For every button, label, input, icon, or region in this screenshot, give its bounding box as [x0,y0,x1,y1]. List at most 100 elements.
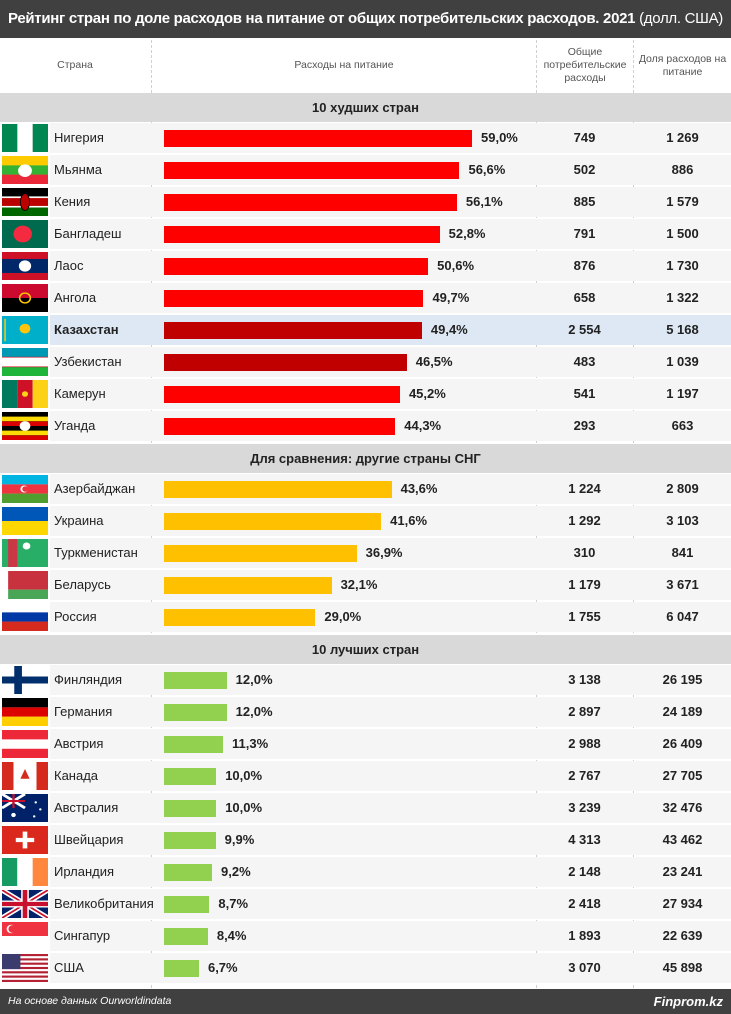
flag-ca-icon [2,762,48,790]
country-name: Ангола [54,290,97,305]
country-name: Кения [54,194,91,209]
food-share-bar [164,896,210,913]
table-row: Беларусь 32,1% 1 179 3 671 [0,570,731,600]
country-name: Германия [54,704,113,719]
food-share-bar [164,832,216,849]
table-row: Швейцария 9,9% 4 313 43 462 [0,825,731,855]
food-share-label: 32,1% [340,577,378,592]
food-share-bar [164,577,332,594]
food-share-bar [164,609,316,626]
food-share-bar [164,162,460,179]
flag-au-icon [2,794,48,822]
flag-ie-icon [2,858,48,886]
flag-ng-icon [2,124,48,152]
total-expenses: 502 [573,162,596,177]
food-share-label: 43,6% [400,481,438,496]
food-expenses-share: 43 462 [662,832,703,847]
food-share-label: 12,0% [235,672,273,687]
country-name: Казахстан [54,322,119,337]
total-expenses: 749 [573,130,596,145]
country-name: Азербайджан [54,481,136,496]
food-expenses-share: 1 500 [666,226,699,241]
table-row: Кения 56,1% 885 1 579 [0,187,731,217]
flag-by-icon [2,571,48,599]
total-expenses: 2 418 [568,896,601,911]
table-row: Сингапур 8,4% 1 893 22 639 [0,921,731,951]
food-share-label: 49,4% [430,322,468,337]
food-share-bar [164,864,213,881]
food-expenses-share: 32 476 [662,800,703,815]
food-share-label: 46,5% [415,354,453,369]
column-headers: Страна Расходы на питание Общие потребит… [0,38,731,93]
row-background [50,793,731,823]
food-expenses-share: 2 809 [666,481,699,496]
table-row: Великобритания 8,7% 2 418 27 934 [0,889,731,919]
flag-cm-icon [2,380,48,408]
food-expenses-share: 1 039 [666,354,699,369]
flag-ru-icon [2,603,48,631]
table-row: Германия 12,0% 2 897 24 189 [0,697,731,727]
section-header: 10 худших стран [0,93,731,122]
total-expenses: 3 239 [568,800,601,815]
country-name: Швейцария [54,832,124,847]
header-total: Общие потребительские расходы [543,46,627,84]
food-share-label: 10,0% [225,800,263,815]
table-row: Ирландия 9,2% 2 148 23 241 [0,857,731,887]
food-expenses-share: 841 [671,545,694,560]
row-background [50,697,731,727]
country-name: Туркменистан [54,545,138,560]
food-share-bar [164,928,208,945]
food-share-bar [164,258,429,275]
food-share-bar [164,130,472,147]
table-row: Мьянма 56,6% 502 886 [0,155,731,185]
food-expenses-share: 26 409 [662,736,703,751]
food-share-bar [164,354,407,371]
flag-ug-icon [2,412,48,440]
table-row: Бангладеш 52,8% 791 1 500 [0,219,731,249]
food-expenses-share: 6 047 [666,609,699,624]
total-expenses: 541 [573,386,596,401]
food-share-label: 9,9% [224,832,255,847]
food-share-bar [164,736,223,753]
total-expenses: 1 179 [568,577,601,592]
food-share-label: 8,4% [216,928,247,943]
row-background [50,889,731,919]
flag-fi-icon [2,666,48,694]
row-background [50,857,731,887]
food-share-label: 36,9% [365,545,403,560]
table-row: США 6,7% 3 070 45 898 [0,953,731,983]
row-background [50,665,731,695]
chart-title: Рейтинг стран по доле расходов на питани… [0,0,731,38]
total-expenses: 2 148 [568,864,601,879]
flag-us-icon [2,954,48,982]
flag-tm-icon [2,539,48,567]
flag-ua-icon [2,507,48,535]
row-background [50,729,731,759]
table-row: Австралия 10,0% 3 239 32 476 [0,793,731,823]
food-share-bar [164,481,392,498]
country-name: Великобритания [54,896,154,911]
food-share-bar [164,322,422,339]
food-expenses-share: 663 [671,418,694,433]
country-name: Уганда [54,418,96,433]
food-share-bar [164,513,382,530]
country-name: Мьянма [54,162,102,177]
table-row: Лаос 50,6% 876 1 730 [0,251,731,281]
food-share-bar [164,545,357,562]
food-share-label: 45,2% [408,386,446,401]
total-expenses: 2 897 [568,704,601,719]
flag-kz-icon [2,316,48,344]
row-background [50,825,731,855]
food-expenses-share: 1 322 [666,290,699,305]
food-share-label: 56,1% [465,194,503,209]
source-note: На основе данных Ourworldindata [8,995,172,1007]
total-expenses: 876 [573,258,596,273]
total-expenses: 1 755 [568,609,601,624]
food-share-label: 44,3% [404,418,442,433]
total-expenses: 1 224 [568,481,601,496]
table-row: Австрия 11,3% 2 988 26 409 [0,729,731,759]
food-share-label: 29,0% [324,609,362,624]
table-row: Азербайджан 43,6% 1 224 2 809 [0,474,731,504]
row-background [50,761,731,791]
country-name: Россия [54,609,97,624]
